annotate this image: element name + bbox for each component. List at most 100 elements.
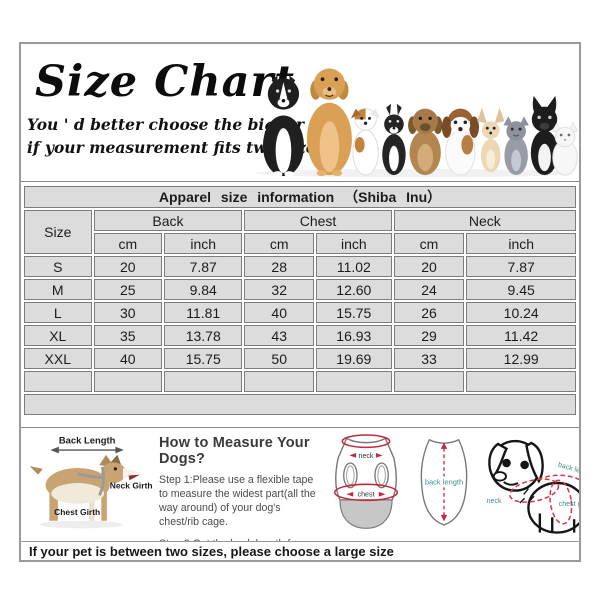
cell-neck-cm: 26 [393, 302, 465, 323]
cell-neck-inch: 10.24 [466, 302, 576, 323]
measure-step-1: Step 1:Please use a flexible tape to mea… [159, 474, 316, 528]
subtitle-line-2: if your measurement fits two sizes . [27, 138, 336, 158]
unit-back-inch: inch [164, 233, 243, 254]
table-title: Apparel size information （Shiba Inu） [24, 186, 576, 208]
cell-chest-cm: 32 [244, 279, 315, 300]
cell-back-inch: 13.78 [164, 325, 243, 346]
jack-russell-icon [350, 108, 381, 176]
cell-back-inch: 11.81 [164, 302, 243, 323]
chest-measure-ellipse [333, 483, 399, 502]
cell-neck-inch: 7.87 [466, 256, 576, 277]
white-cat-icon [551, 121, 579, 176]
cell-back-cm: 40 [93, 348, 163, 369]
cell-chest-inch: 19.69 [316, 348, 392, 369]
cell-chest-cm: 40 [244, 302, 315, 323]
table-title-row: Apparel size information （Shiba Inu） [24, 186, 576, 208]
header: Size Chart You ' d better choose the big… [21, 44, 579, 182]
cell-neck-inch: 11.42 [466, 325, 576, 346]
puppy-back-measure [537, 474, 579, 481]
col-header-neck: Neck [393, 210, 576, 231]
cell-neck-cm: 33 [393, 348, 465, 369]
unit-chest-cm: cm [244, 233, 315, 254]
content-box: Size Chart You ' d better choose the big… [19, 42, 581, 562]
cell-back-cm: 25 [93, 279, 163, 300]
table-group-header-row: Size Back Chest Neck [24, 210, 576, 254]
chest-girth-label: Chest Girth [54, 507, 100, 517]
col-header-chest: Chest [244, 210, 392, 231]
harness-strap [98, 466, 105, 496]
garment-front-view: neck chest [333, 434, 399, 529]
cell-back-cm: 30 [93, 302, 163, 323]
cell-back-cm: 35 [93, 325, 163, 346]
cell-chest-cm: 43 [244, 325, 315, 346]
cell-chest-inch: 11.02 [316, 256, 392, 277]
cell-size: L [24, 302, 92, 323]
cartoon-puppy-measure: neck back length chest girth [487, 439, 579, 534]
measure-instructions: How to Measure Your Dogs? Step 1:Please … [155, 429, 321, 541]
page-title: Size Chart [35, 57, 296, 107]
cell-neck-inch: 9.45 [466, 279, 576, 300]
cell-chest-cm: 28 [244, 256, 315, 277]
measure-heading: How to Measure Your Dogs? [159, 435, 310, 467]
garment-back-view: back length [420, 438, 468, 526]
table-section: Apparel size information （Shiba Inu） Siz… [21, 182, 579, 428]
pekingese-icon [408, 108, 443, 176]
pets-photo-strip [255, 68, 579, 178]
cell-neck-cm: 24 [393, 279, 465, 300]
cell-back-inch: 7.87 [164, 256, 243, 277]
unit-neck-cm: cm [393, 233, 465, 254]
puppy-chest-measure [549, 479, 573, 525]
unit-neck-inch: inch [466, 233, 576, 254]
cell-back-inch: 9.84 [164, 279, 243, 300]
cell-neck-inch: 12.99 [466, 348, 576, 369]
french-bulldog-icon [530, 95, 559, 176]
size-row-m: M 25 9.84 32 12.60 24 9.45 [24, 279, 576, 300]
col-header-size: Size [24, 210, 92, 254]
neck-measure-ellipse [341, 434, 391, 449]
neck-girth-label: Neck Girth [110, 481, 153, 491]
size-row-l: L 30 11.81 40 15.75 26 10.24 [24, 302, 576, 323]
puppy-neck-label: neck [487, 497, 502, 505]
cell-size: M [24, 279, 92, 300]
puppy-chest-girth-label: chest girth [559, 500, 579, 508]
size-table: Apparel size information （Shiba Inu） Siz… [22, 184, 578, 417]
measure-step-2: Step 2:Get the back length feom the back… [159, 538, 317, 541]
size-row-xl: XL 35 13.78 43 16.93 29 11.42 [24, 325, 576, 346]
table-unit-header-row: cm inch cm inch cm inch [24, 233, 576, 254]
measure-section: Back Length Neck Girth Chest Gi [21, 428, 579, 542]
garment-neck-label: neck [359, 452, 374, 460]
cell-chest-inch: 16.93 [316, 325, 392, 346]
unit-chest-inch: inch [316, 233, 392, 254]
size-row-xxl: XXL 40 15.75 50 19.69 33 12.99 [24, 348, 576, 369]
cell-size: XL [24, 325, 92, 346]
filler-row [24, 394, 576, 415]
back-length-label: Back Length [59, 434, 116, 445]
ground-shadow [255, 168, 572, 178]
cell-chest-cm: 50 [244, 348, 315, 369]
black-white-puppy-icon [382, 103, 406, 176]
cell-neck-cm: 29 [393, 325, 465, 346]
cell-back-inch: 15.75 [164, 348, 243, 369]
size-row-s: S 20 7.87 28 11.02 20 7.87 [24, 256, 576, 277]
col-header-back: Back [93, 210, 243, 231]
puppy-neck-measure [509, 478, 560, 503]
border-collie-icon [262, 75, 304, 178]
subtitle: You ' d better choose the bigger one if … [27, 113, 579, 160]
cell-chest-inch: 12.60 [316, 279, 392, 300]
chihuahua-icon [477, 107, 505, 173]
garment-chest-label: chest [358, 491, 375, 499]
subtitle-line-1: You ' d better choose the bigger one [27, 115, 341, 135]
cell-chest-inch: 15.75 [316, 302, 392, 323]
unit-back-cm: cm [93, 233, 163, 254]
cell-neck-cm: 20 [393, 256, 465, 277]
golden-retriever-icon [306, 68, 352, 177]
footer-note: If your pet is between two sizes, please… [29, 544, 394, 559]
empty-row [24, 371, 576, 392]
garment-back-length-label: back length [425, 478, 463, 487]
gray-cat-icon [503, 116, 529, 176]
cell-size: XXL [24, 348, 92, 369]
cell-back-cm: 20 [93, 256, 163, 277]
shiba-measure-diagram: Back Length Neck Girth Chest Gi [29, 434, 153, 529]
cell-size: S [24, 256, 92, 277]
